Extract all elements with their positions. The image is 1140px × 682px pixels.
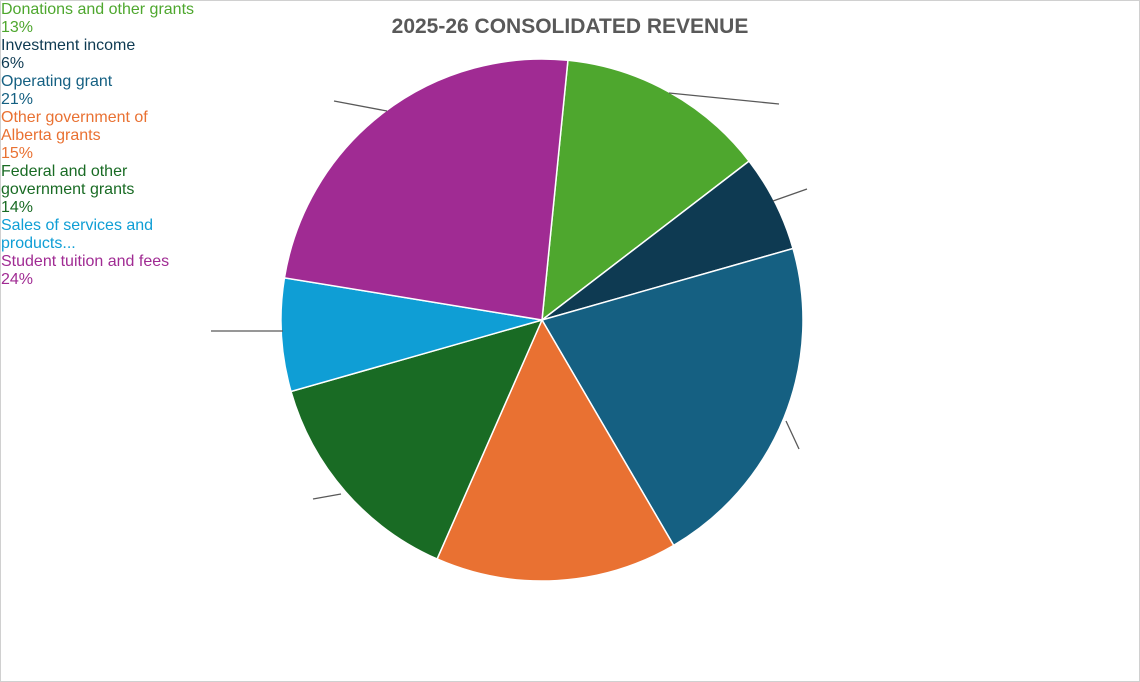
data-label: Operating grant 21% <box>1 73 1139 109</box>
value-label: 13% <box>1 19 34 36</box>
data-label: Other government of Alberta grants 15% <box>1 109 201 163</box>
pie-slice <box>541 59 751 322</box>
leader-line <box>785 420 800 450</box>
data-label: Federal and other government grants 14% <box>1 163 191 217</box>
pie-slice <box>280 276 543 393</box>
leader-line <box>668 92 780 105</box>
value-label: 14% <box>1 199 34 216</box>
data-label: Donations and other grants 13% <box>1 1 1139 37</box>
category-label: Federal and other government grants <box>1 163 135 198</box>
data-label: Sales of services and products... <box>1 217 211 253</box>
leader-line <box>772 188 808 202</box>
data-label: Investment income 6% <box>1 37 1139 73</box>
category-label: Operating grant <box>1 73 113 90</box>
value-label: 24% <box>1 271 34 288</box>
category-label: Other government of Alberta grants <box>1 109 148 144</box>
pie-slice <box>290 318 544 560</box>
leader-line <box>333 100 388 112</box>
category-label: Sales of services and products... <box>1 217 154 252</box>
value-label: 15% <box>1 145 34 162</box>
data-label: Student tuition and fees 24% <box>1 253 1139 289</box>
leader-line <box>312 493 342 500</box>
category-label: Investment income <box>1 37 136 54</box>
category-label: Donations and other grants <box>1 1 195 18</box>
pie-slice <box>436 318 675 582</box>
value-label: 21% <box>1 91 34 108</box>
value-label: 6% <box>1 55 25 72</box>
chart-title: 2025-26 CONSOLIDATED REVENUE <box>391 15 749 38</box>
category-label: Student tuition and fees <box>1 253 170 270</box>
pie-slice <box>540 247 804 547</box>
pie-slice <box>283 58 569 321</box>
